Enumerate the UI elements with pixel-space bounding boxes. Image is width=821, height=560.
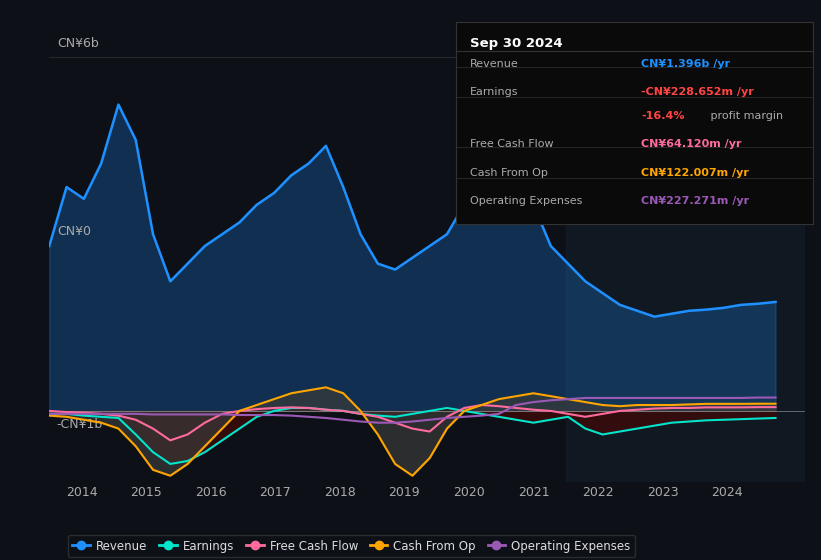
Legend: Revenue, Earnings, Free Cash Flow, Cash From Op, Operating Expenses: Revenue, Earnings, Free Cash Flow, Cash … [67, 535, 635, 557]
Text: Earnings: Earnings [470, 87, 518, 97]
Text: -CN¥1b: -CN¥1b [57, 418, 103, 431]
Text: CN¥0: CN¥0 [57, 225, 91, 239]
Text: Cash From Op: Cash From Op [470, 167, 548, 178]
Text: CN¥227.271m /yr: CN¥227.271m /yr [641, 196, 750, 206]
Text: CN¥122.007m /yr: CN¥122.007m /yr [641, 167, 750, 178]
Text: Revenue: Revenue [470, 59, 519, 69]
Text: -CN¥228.652m /yr: -CN¥228.652m /yr [641, 87, 754, 97]
Bar [566, 28, 805, 482]
Text: CN¥64.120m /yr: CN¥64.120m /yr [641, 139, 742, 150]
Text: CN¥6b: CN¥6b [57, 37, 99, 50]
Text: -16.4%: -16.4% [641, 111, 685, 121]
Text: Operating Expenses: Operating Expenses [470, 196, 582, 206]
Text: Free Cash Flow: Free Cash Flow [470, 139, 553, 150]
Text: profit margin: profit margin [708, 111, 783, 121]
Text: CN¥1.396b /yr: CN¥1.396b /yr [641, 59, 731, 69]
Text: Sep 30 2024: Sep 30 2024 [470, 36, 562, 49]
